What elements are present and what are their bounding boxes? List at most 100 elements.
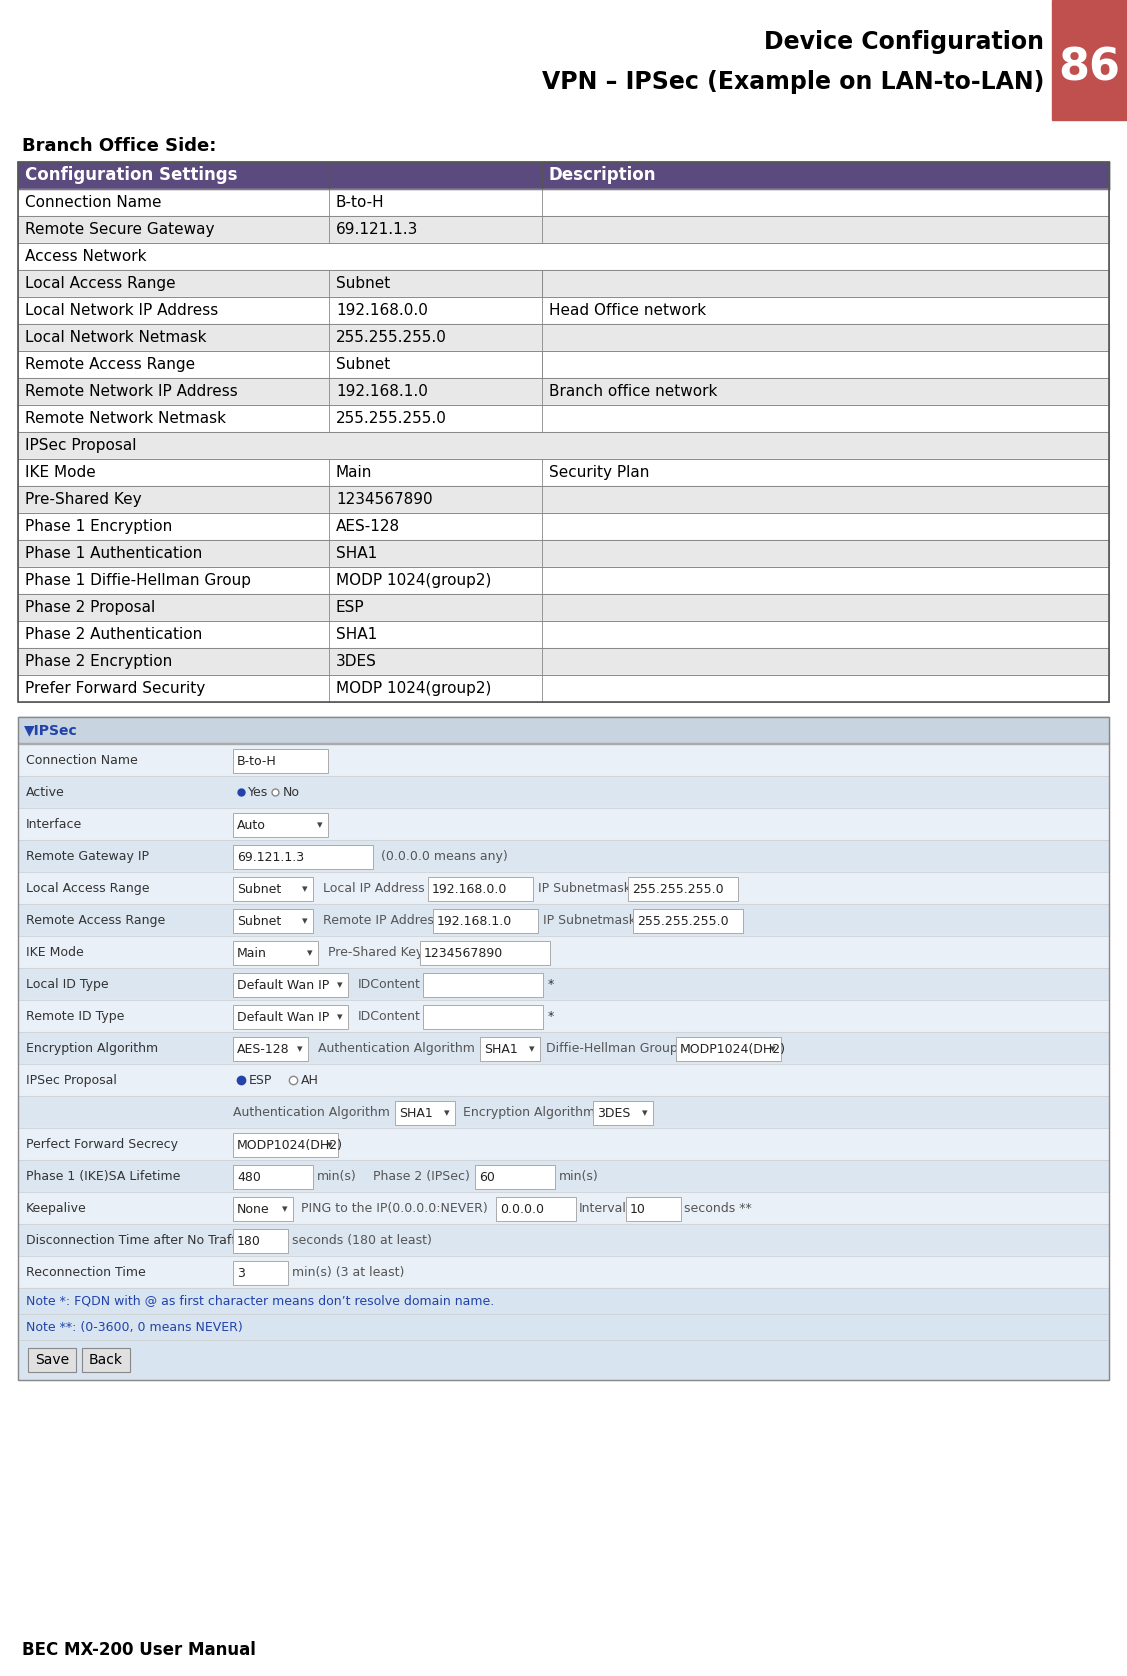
Text: BEC MX-200 User Manual: BEC MX-200 User Manual [23,1641,256,1659]
Text: min(s): min(s) [559,1170,598,1183]
Bar [18,1032,1109,1064]
Text: ▾: ▾ [642,1108,648,1118]
Text: 3: 3 [237,1267,245,1279]
Bar [676,1037,781,1061]
Bar [18,566,1109,593]
Text: Encryption Algorithm: Encryption Algorithm [26,1041,158,1054]
Text: MODP1024(DH2): MODP1024(DH2) [237,1138,343,1151]
Bar [18,1096,1109,1128]
Text: Subnet: Subnet [336,357,390,372]
Text: Phase 2 Proposal: Phase 2 Proposal [25,600,156,615]
Text: IP Subnetmask: IP Subnetmask [538,882,631,895]
Bar [18,840,1109,872]
Text: Default Wan IP: Default Wan IP [237,979,329,992]
Bar [18,189,1109,216]
Text: Description: Description [549,166,656,184]
Text: Device Configuration: Device Configuration [764,30,1044,54]
Text: MODP1024(DH2): MODP1024(DH2) [680,1042,786,1056]
Bar [18,1223,1109,1255]
Bar [233,940,318,965]
Text: 255.255.255.0: 255.255.255.0 [336,330,446,345]
Bar [394,1101,455,1125]
Text: Phase 1 Diffie-Hellman Group: Phase 1 Diffie-Hellman Group [25,573,251,588]
Text: 180: 180 [237,1235,260,1247]
Text: 69.121.1.3: 69.121.1.3 [237,850,304,863]
Text: ▾: ▾ [444,1108,450,1118]
Text: Note *: FQDN with @ as first character means don’t resolve domain name.: Note *: FQDN with @ as first character m… [26,1294,495,1307]
Text: IKE Mode: IKE Mode [25,464,96,479]
Text: Subnet: Subnet [336,277,390,292]
Text: Keepalive: Keepalive [26,1202,87,1215]
Text: Note **: (0-3600, 0 means NEVER): Note **: (0-3600, 0 means NEVER) [26,1321,242,1334]
Text: min(s): min(s) [317,1170,357,1183]
Text: 480: 480 [237,1170,260,1183]
Bar [18,163,1109,189]
Bar [18,459,1109,486]
Bar [18,406,1109,432]
Text: Local Network Netmask: Local Network Netmask [25,330,206,345]
Text: Access Network: Access Network [25,250,147,265]
Text: IPSec Proposal: IPSec Proposal [26,1074,117,1086]
Bar [233,1197,293,1222]
Bar [18,776,1109,808]
Text: 192.168.1.0: 192.168.1.0 [437,915,513,927]
Text: ▾: ▾ [302,917,308,927]
Text: seconds (180 at least): seconds (180 at least) [292,1234,432,1247]
Text: Connection Name: Connection Name [25,194,161,210]
Text: Interval: Interval [579,1202,627,1215]
Text: Remote Gateway IP: Remote Gateway IP [26,850,149,863]
Text: 0.0.0.0: 0.0.0.0 [500,1202,544,1215]
Text: Interface: Interface [26,818,82,831]
Text: ▾: ▾ [317,820,322,830]
Bar [18,1287,1109,1314]
Text: Encryption Algorithm: Encryption Algorithm [463,1106,595,1118]
Bar [18,872,1109,903]
Bar [18,432,1109,459]
Bar [18,379,1109,406]
Text: ▾: ▾ [770,1044,775,1054]
Bar [628,877,738,902]
Text: Configuration Settings: Configuration Settings [25,166,238,184]
Text: ▼IPSec: ▼IPSec [24,722,78,737]
Text: AH: AH [301,1074,319,1086]
Bar [420,940,550,965]
Text: ESP: ESP [336,600,364,615]
Text: Remote IP Address: Remote IP Address [323,913,441,927]
Text: Main: Main [237,947,267,959]
Text: 3DES: 3DES [336,654,376,669]
Text: IP Subnetmask: IP Subnetmask [543,913,636,927]
Text: 10: 10 [630,1202,646,1215]
Bar [28,1348,76,1373]
Bar [1051,0,1127,121]
Bar [233,845,373,868]
Text: Remote Access Range: Remote Access Range [25,357,195,372]
Text: Diffie-Hellman Group: Diffie-Hellman Group [545,1041,677,1054]
Bar [18,540,1109,566]
Text: Authentication Algorithm: Authentication Algorithm [233,1106,390,1118]
Text: Prefer Forward Security: Prefer Forward Security [25,680,205,696]
Bar [18,323,1109,350]
Text: SHA1: SHA1 [336,546,378,561]
Bar [233,1006,348,1029]
Bar [423,1006,543,1029]
Bar [593,1101,653,1125]
Text: IKE Mode: IKE Mode [26,945,83,959]
Text: *: * [548,1009,554,1022]
Bar [233,1165,313,1188]
Text: 192.168.0.0: 192.168.0.0 [432,883,507,895]
Text: Main: Main [336,464,372,479]
Text: seconds **: seconds ** [684,1202,752,1215]
Bar [18,1160,1109,1192]
Bar [233,749,328,773]
Text: Remote Secure Gateway: Remote Secure Gateway [25,221,214,236]
Text: Disconnection Time after No Traffic: Disconnection Time after No Traffic [26,1234,247,1247]
Text: 1234567890: 1234567890 [424,947,504,959]
Text: IPSec Proposal: IPSec Proposal [25,437,136,453]
Text: ▾: ▾ [308,949,313,959]
Bar [18,1128,1109,1160]
Text: ▾: ▾ [282,1203,287,1213]
Bar [233,877,313,902]
Bar [428,877,533,902]
Bar [18,243,1109,270]
Text: 255.255.255.0: 255.255.255.0 [637,915,729,927]
